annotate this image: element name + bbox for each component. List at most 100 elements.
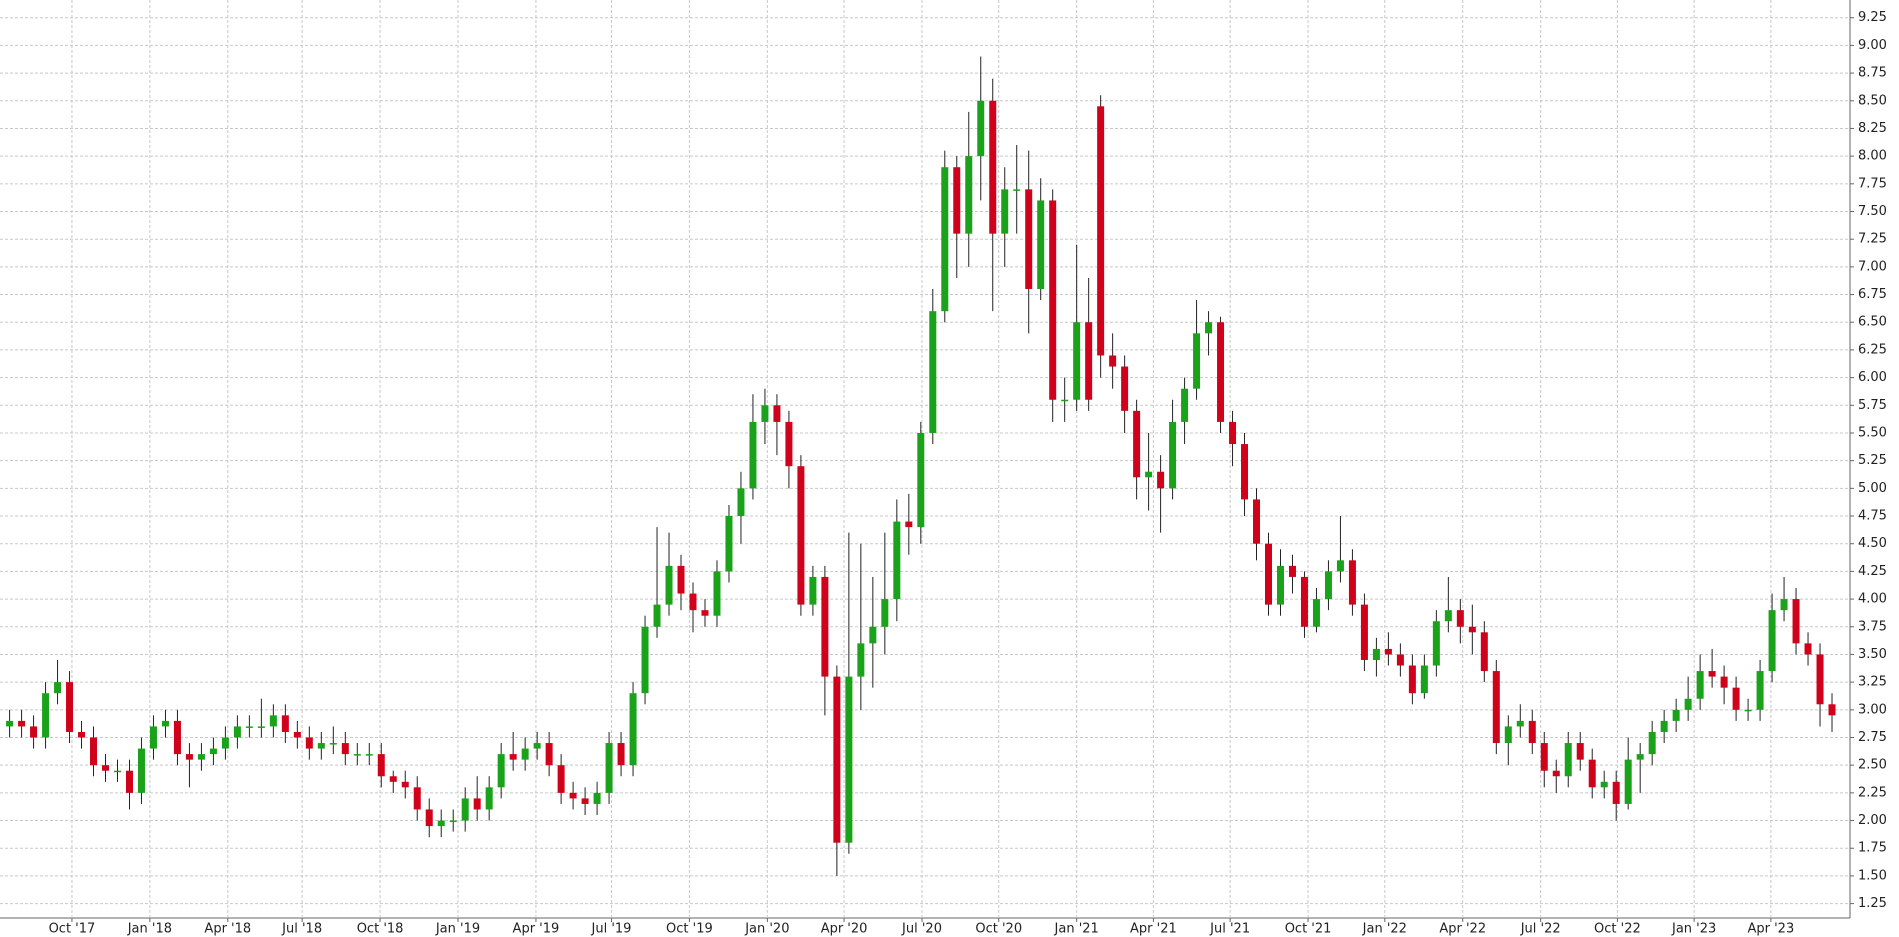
- candle-body: [725, 516, 733, 572]
- candle-body: [1600, 781, 1608, 788]
- y-tick-label: 7.75: [1858, 176, 1887, 191]
- candle-body: [641, 626, 649, 694]
- candle-body: [1684, 698, 1692, 710]
- candle-body: [1768, 610, 1776, 672]
- candle-body: [221, 737, 229, 749]
- candle-body: [113, 770, 121, 773]
- candle-body: [761, 405, 769, 422]
- y-tick-label: 8.25: [1858, 121, 1887, 136]
- candle-body: [1672, 709, 1680, 721]
- y-tick-label: 9.00: [1858, 38, 1887, 53]
- candle-body: [1732, 687, 1740, 710]
- candle-body: [1480, 632, 1488, 672]
- y-tick-label: 6.25: [1858, 342, 1887, 357]
- candle-body: [1121, 366, 1129, 411]
- candle-body: [389, 776, 397, 782]
- candle-body: [30, 726, 38, 738]
- candle-body: [1265, 543, 1273, 605]
- candle-body: [149, 726, 157, 749]
- y-tick-label: 2.50: [1858, 758, 1887, 773]
- candle-body: [1193, 333, 1201, 389]
- candle-body: [42, 693, 50, 738]
- candle-body: [1816, 654, 1824, 705]
- candle-body: [521, 748, 529, 760]
- candle-body: [1324, 571, 1332, 600]
- x-tick-label: Apr '20: [821, 922, 868, 937]
- x-tick-label: Oct '20: [975, 922, 1022, 937]
- candle-body: [413, 787, 421, 810]
- y-tick-label: 4.50: [1858, 536, 1887, 551]
- candle-body: [1276, 565, 1284, 605]
- candle-body: [54, 682, 62, 694]
- y-tick-label: 3.00: [1858, 702, 1887, 717]
- y-tick-label: 3.50: [1858, 647, 1887, 662]
- y-tick-label: 1.50: [1858, 868, 1887, 883]
- candle-body: [1109, 355, 1117, 367]
- candle-body: [509, 754, 517, 760]
- candle-body: [773, 405, 781, 422]
- candle-body: [629, 693, 637, 766]
- x-tick-label: Oct '17: [49, 922, 96, 937]
- candle-body: [821, 576, 829, 677]
- candle-body: [6, 720, 14, 727]
- candle-body: [1037, 200, 1045, 290]
- y-tick-label: 4.25: [1858, 564, 1887, 579]
- candle-body: [965, 156, 973, 234]
- candle-body: [449, 820, 457, 823]
- candle-body: [953, 167, 961, 234]
- y-tick-label: 3.75: [1858, 619, 1887, 634]
- candle-body: [881, 599, 889, 627]
- candle-body: [1408, 665, 1416, 694]
- x-tick-label: Jul '20: [901, 922, 942, 937]
- candle-body: [1444, 610, 1452, 622]
- candle-body: [293, 731, 301, 738]
- candle-body: [1312, 599, 1320, 627]
- candle-body: [102, 765, 110, 771]
- x-tick-label: Jan '22: [1362, 922, 1407, 937]
- candle-body: [1780, 599, 1788, 611]
- candle-body: [1181, 388, 1189, 422]
- candle-body: [713, 571, 721, 616]
- x-tick-label: Oct '19: [666, 922, 713, 937]
- y-tick-label: 8.00: [1858, 149, 1887, 164]
- y-tick-label: 1.75: [1858, 841, 1887, 856]
- candle-body: [1636, 754, 1644, 760]
- candle-body: [1169, 421, 1177, 489]
- candle-body: [581, 798, 589, 804]
- candle-body: [1061, 399, 1069, 402]
- candle-body: [677, 565, 685, 594]
- candle-body: [461, 798, 469, 821]
- candle-body: [1828, 704, 1836, 716]
- y-tick-label: 4.75: [1858, 509, 1887, 524]
- candle-body: [365, 754, 373, 756]
- candle-body: [833, 676, 841, 843]
- candle-body: [329, 743, 337, 745]
- y-tick-label: 2.25: [1858, 785, 1887, 800]
- y-tick-label: 5.75: [1858, 398, 1887, 413]
- candle-body: [857, 643, 865, 677]
- candle-body: [1648, 731, 1656, 755]
- candle-body: [245, 726, 253, 728]
- candle-body: [317, 743, 325, 749]
- candle-body: [269, 715, 277, 727]
- y-tick-label: 8.50: [1858, 93, 1887, 108]
- candle-body: [653, 604, 661, 627]
- x-tick-label: Oct '21: [1285, 922, 1332, 937]
- x-tick-label: Jul '18: [281, 922, 322, 937]
- candle-body: [425, 809, 433, 827]
- candle-body: [66, 682, 74, 732]
- candle-body: [989, 100, 997, 234]
- candle-body: [1708, 671, 1716, 677]
- candle-body: [1516, 720, 1524, 727]
- candle-body: [209, 748, 217, 755]
- candle-body: [90, 737, 98, 766]
- candle-body: [1552, 770, 1560, 777]
- candle-body: [161, 720, 169, 727]
- candle-body: [1288, 565, 1296, 577]
- candle-body: [869, 626, 877, 644]
- candle-body: [197, 754, 205, 760]
- candle-body: [18, 720, 26, 727]
- candle-body: [1085, 322, 1093, 400]
- candle-body: [1792, 599, 1800, 644]
- candle-body: [257, 726, 265, 728]
